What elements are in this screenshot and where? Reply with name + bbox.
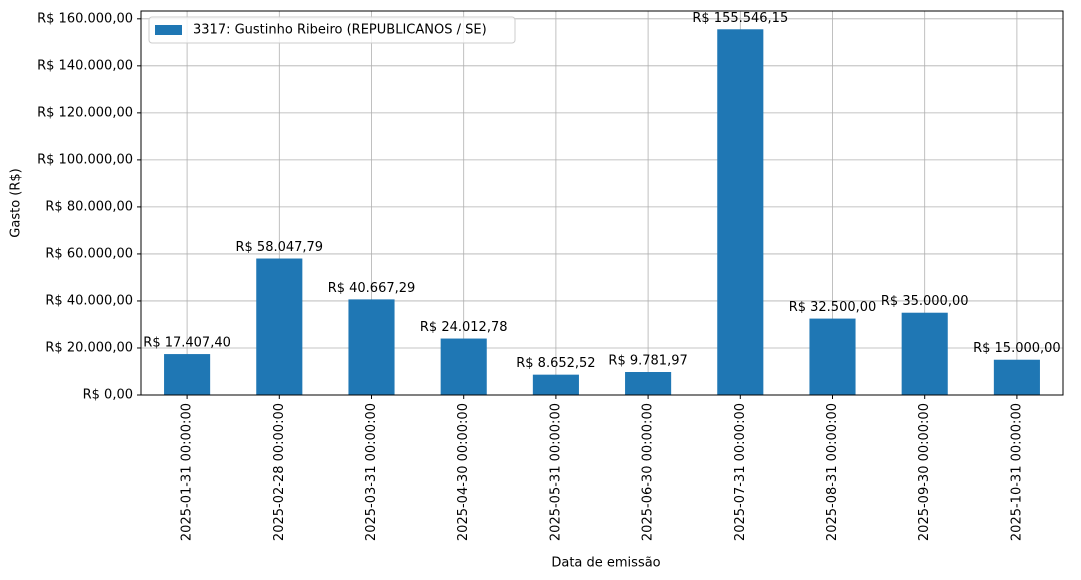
- x-tick-label: 2025-02-28 00:00:00: [272, 403, 287, 541]
- y-tick-label: R$ 160.000,00: [37, 11, 133, 26]
- x-tick-label: 2025-04-30 00:00:00: [456, 403, 471, 541]
- bar: [625, 372, 672, 395]
- x-tick-label: 2025-03-31 00:00:00: [364, 403, 379, 541]
- bar: [993, 359, 1040, 395]
- bar: [532, 374, 579, 395]
- bar: [901, 312, 948, 395]
- y-tick-label: R$ 140.000,00: [37, 58, 133, 73]
- bar: [809, 318, 856, 395]
- bar: [256, 258, 303, 395]
- x-tick-label: 2025-06-30 00:00:00: [641, 403, 656, 541]
- bar: [440, 338, 487, 395]
- value-label: R$ 35.000,00: [881, 294, 969, 309]
- x-tick-label: 2025-10-31 00:00:00: [1009, 403, 1024, 541]
- x-axis-label: Data de emissão: [551, 556, 660, 571]
- value-label: R$ 8.652,52: [516, 356, 595, 371]
- plot-frame: [140, 10, 1064, 396]
- bar: [717, 29, 764, 396]
- x-tick-label: 2025-07-31 00:00:00: [733, 403, 748, 541]
- y-tick-label: R$ 120.000,00: [37, 105, 133, 120]
- x-tick-label: 2025-05-31 00:00:00: [548, 403, 563, 541]
- bar: [164, 354, 211, 395]
- y-tick-label: R$ 0,00: [83, 388, 133, 403]
- legend-box: [148, 16, 516, 44]
- value-label: R$ 32.500,00: [789, 300, 877, 315]
- value-label: R$ 17.407,40: [143, 336, 231, 351]
- bar: [348, 299, 395, 395]
- value-label: R$ 15.000,00: [973, 341, 1061, 356]
- value-label: R$ 58.047,79: [235, 240, 323, 255]
- x-tick-label: 2025-01-31 00:00:00: [180, 403, 195, 541]
- y-tick-label: R$ 20.000,00: [45, 340, 133, 355]
- x-tick-label: 2025-08-31 00:00:00: [825, 403, 840, 541]
- legend-swatch: [155, 25, 182, 35]
- y-tick-label: R$ 60.000,00: [45, 246, 133, 261]
- value-label: R$ 9.781,97: [608, 354, 687, 369]
- value-label: R$ 40.667,29: [328, 281, 416, 296]
- y-tick-label: R$ 100.000,00: [37, 152, 133, 167]
- legend-label: 3317: Gustinho Ribeiro (REPUBLICANOS / S…: [193, 23, 487, 38]
- y-axis-label: Gasto (R$): [9, 168, 24, 237]
- value-label: R$ 155.546,15: [692, 11, 788, 26]
- y-tick-label: R$ 80.000,00: [45, 199, 133, 214]
- value-label: R$ 24.012,78: [420, 320, 508, 335]
- y-tick-label: R$ 40.000,00: [45, 293, 133, 308]
- x-tick-label: 2025-09-30 00:00:00: [917, 403, 932, 541]
